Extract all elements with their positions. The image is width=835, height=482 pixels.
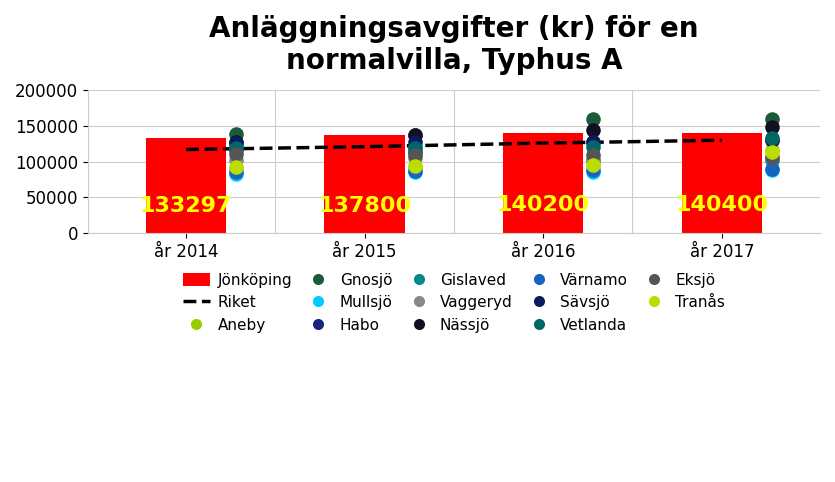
Point bbox=[230, 139, 243, 147]
Point bbox=[408, 143, 422, 150]
Point bbox=[408, 162, 422, 170]
Riket bbox=[360, 144, 370, 149]
Point bbox=[230, 138, 243, 146]
Point bbox=[230, 156, 243, 163]
Text: 140400: 140400 bbox=[676, 195, 768, 215]
Bar bbox=[146, 138, 226, 233]
Point bbox=[765, 146, 778, 153]
Text: 137800: 137800 bbox=[318, 196, 411, 215]
Point bbox=[586, 151, 600, 159]
Title: Anläggningsavgifter (kr) för en
normalvilla, Typhus A: Anläggningsavgifter (kr) för en normalvi… bbox=[210, 15, 699, 75]
Point bbox=[408, 154, 422, 162]
Riket bbox=[539, 140, 549, 146]
Point bbox=[230, 150, 243, 158]
Point bbox=[586, 156, 600, 163]
Point bbox=[230, 164, 243, 172]
Point bbox=[230, 163, 243, 171]
Point bbox=[408, 168, 422, 175]
Point bbox=[230, 144, 243, 151]
Point bbox=[230, 144, 243, 152]
Bar bbox=[503, 133, 584, 233]
Point bbox=[765, 148, 778, 156]
Point bbox=[586, 166, 600, 174]
Point bbox=[408, 148, 422, 156]
Point bbox=[765, 165, 778, 173]
Point bbox=[586, 156, 600, 163]
Point bbox=[230, 147, 243, 154]
Bar bbox=[325, 134, 405, 233]
Riket bbox=[716, 137, 726, 143]
Point bbox=[765, 166, 778, 174]
Point bbox=[765, 115, 778, 122]
Point bbox=[586, 138, 600, 146]
Point bbox=[408, 131, 422, 138]
Point bbox=[765, 153, 778, 161]
Point bbox=[586, 168, 600, 175]
Point bbox=[586, 138, 600, 146]
Point bbox=[765, 153, 778, 161]
Text: 133297: 133297 bbox=[139, 197, 232, 216]
Text: 140200: 140200 bbox=[497, 195, 590, 215]
Point bbox=[408, 138, 422, 146]
Bar bbox=[681, 133, 762, 233]
Point bbox=[586, 115, 600, 122]
Point bbox=[586, 144, 600, 151]
Point bbox=[230, 130, 243, 138]
Point bbox=[408, 151, 422, 159]
Point bbox=[230, 170, 243, 178]
Point bbox=[765, 156, 778, 163]
Riket bbox=[181, 147, 191, 152]
Line: Riket: Riket bbox=[186, 140, 721, 149]
Point bbox=[765, 134, 778, 142]
Point bbox=[408, 167, 422, 175]
Point bbox=[408, 163, 422, 171]
Point bbox=[408, 144, 422, 152]
Point bbox=[765, 123, 778, 131]
Legend: Jönköping, Riket, Aneby, Gnosjö, Mullsjö, Habo, Gislaved, Vaggeryd, Nässjö, Värn: Jönköping, Riket, Aneby, Gnosjö, Mullsjö… bbox=[176, 267, 731, 339]
Point bbox=[765, 135, 778, 143]
Point bbox=[765, 136, 778, 144]
Point bbox=[586, 126, 600, 134]
Point bbox=[230, 168, 243, 175]
Point bbox=[408, 131, 422, 138]
Point bbox=[586, 161, 600, 169]
Point bbox=[586, 161, 600, 169]
